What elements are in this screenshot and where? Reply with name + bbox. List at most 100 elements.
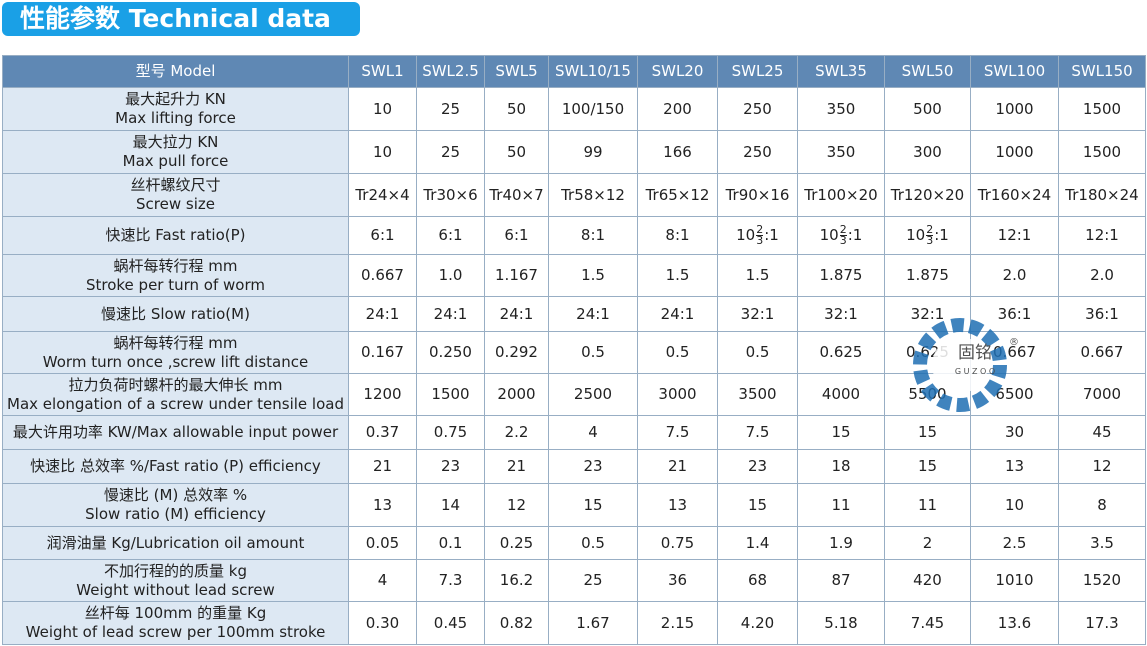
label-line: 丝杆螺纹尺寸: [130, 176, 221, 194]
value-cell: 0.05: [348, 526, 417, 560]
value-cell: 15: [797, 415, 885, 450]
value-cell: 100/150: [548, 87, 638, 131]
row-label: 最大起升力 KN Max lifting force: [2, 87, 349, 131]
value-cell: 12:1: [1058, 216, 1146, 255]
value-cell: 0.292: [484, 331, 549, 374]
value-cell: 12: [484, 483, 549, 527]
value-cell: 1.9: [797, 526, 885, 560]
value-cell: 32:1: [797, 296, 885, 332]
value-cell: 1200: [348, 373, 417, 416]
value-cell: 2.0: [970, 254, 1059, 297]
value-cell: 15: [548, 483, 638, 527]
label-line: 快速比 Fast ratio(P): [105, 226, 246, 244]
value-cell: Tr24×4: [348, 173, 417, 217]
value-cell: 2000: [484, 373, 549, 416]
value-cell: 24:1: [348, 296, 417, 332]
value-cell: 0.30: [348, 601, 417, 645]
spec-row: 蜗杆每转行程 mm Stroke per turn of worm 0.667 1.0…: [2, 254, 1146, 297]
value-cell: 6:1: [416, 216, 485, 255]
label-line: 快速比 总效率 %/Fast ratio (P) efficiency: [30, 457, 321, 475]
value-cell: 1.875: [797, 254, 885, 297]
value-cell: 7000: [1058, 373, 1146, 416]
value-cell: 4000: [797, 373, 885, 416]
spec-row: 最大许用功率 KW/Max allowable input power 0.37 0…: [2, 415, 1146, 450]
value-cell: 0.37: [348, 415, 417, 450]
value-cell: 10: [970, 483, 1059, 527]
value-cell: 24:1: [637, 296, 718, 332]
value-cell: 18: [797, 449, 885, 484]
spec-row: 最大起升力 KN Max lifting force 10 25 50 100/150 20…: [2, 87, 1146, 131]
value-cell: 30: [970, 415, 1059, 450]
value-cell: 36: [637, 559, 718, 602]
row-label: 不加行程的的质量 kg Weight without lead screw: [2, 559, 349, 602]
value-cell: 420: [884, 559, 971, 602]
spec-row: 不加行程的的质量 kg Weight without lead screw 4 7.3…: [2, 559, 1146, 602]
label-line: 丝杆每 100mm 的重量 Kg: [84, 604, 267, 622]
label-line: 最大许用功率 KW/Max allowable input power: [12, 423, 339, 441]
value-cell: 0.25: [484, 526, 549, 560]
value-cell: 36:1: [1058, 296, 1146, 332]
label-line: Stroke per turn of worm: [85, 275, 265, 294]
row-label: 快速比 总效率 %/Fast ratio (P) efficiency: [2, 449, 349, 484]
value-cell: Tr65×12: [637, 173, 718, 217]
row-label: 最大许用功率 KW/Max allowable input power: [2, 415, 349, 450]
denominator: 3: [926, 234, 934, 247]
label-line: 慢速比 (M) 总效率 %: [103, 486, 248, 504]
value-cell: 1.0: [416, 254, 485, 297]
value-cell: 0.167: [348, 331, 417, 374]
value-cell: 0.45: [416, 601, 485, 645]
value-cell: 3000: [637, 373, 718, 416]
value-cell: 24:1: [548, 296, 638, 332]
row-label: 最大拉力 KN Max pull force: [2, 130, 349, 174]
column-header: SWL50: [884, 55, 971, 88]
value-cell: 21: [348, 449, 417, 484]
value-cell: 0.75: [637, 526, 718, 560]
value-cell: 10 2 3:1: [717, 216, 798, 255]
value-cell: 7.5: [717, 415, 798, 450]
value-cell: 0.667: [1058, 331, 1146, 374]
value-cell: 6500: [970, 373, 1059, 416]
numerator: 2: [839, 223, 847, 236]
value-cell: 23: [717, 449, 798, 484]
value-cell: 32:1: [884, 296, 971, 332]
value-cell: 1.5: [548, 254, 638, 297]
denominator: 3: [756, 234, 764, 247]
value-cell: 50: [484, 87, 549, 131]
value-cell: 1000: [970, 130, 1059, 174]
value-cell: 5.18: [797, 601, 885, 645]
value-cell: 0.625: [884, 331, 971, 374]
value-cell: 10 2 3:1: [797, 216, 885, 255]
value-cell: 15: [717, 483, 798, 527]
value-cell: 16.2: [484, 559, 549, 602]
value-cell: 0.5: [717, 331, 798, 374]
value-cell: 17.3: [1058, 601, 1146, 645]
value-cell: 350: [797, 87, 885, 131]
value-cell: Tr58×12: [548, 173, 638, 217]
spec-row: 慢速比 Slow ratio(M) 24:1 24:1 24:1 24:1 24:1 32:…: [2, 296, 1146, 332]
value-cell: Tr90×16: [717, 173, 798, 217]
label-line: 不加行程的的质量 kg: [104, 561, 247, 580]
numerator: 2: [756, 223, 764, 236]
label-line: Max elongation of a screw under tensile …: [7, 394, 344, 413]
label-line: Max pull force: [122, 152, 229, 170]
value-cell: 250: [717, 87, 798, 131]
label-line: Screw size: [136, 195, 215, 213]
value-cell: 4.20: [717, 601, 798, 645]
value-cell: 1000: [970, 87, 1059, 131]
value-cell: Tr100×20: [797, 173, 885, 217]
label-line: Weight without lead screw: [76, 580, 275, 599]
value-cell: 7.45: [884, 601, 971, 645]
column-header: SWL20: [637, 55, 718, 88]
row-label: 慢速比 Slow ratio(M): [2, 296, 349, 332]
value-cell: 25: [416, 87, 485, 131]
value-cell: 0.1: [416, 526, 485, 560]
value-cell: 2: [884, 526, 971, 560]
label-line: 蜗杆每转行程 mm: [113, 256, 238, 275]
value-cell: 1.4: [717, 526, 798, 560]
value-cell: 99: [548, 130, 638, 174]
value-cell: 6:1: [484, 216, 549, 255]
value-cell: 0.5: [637, 331, 718, 374]
value-cell: 0.5: [548, 331, 638, 374]
